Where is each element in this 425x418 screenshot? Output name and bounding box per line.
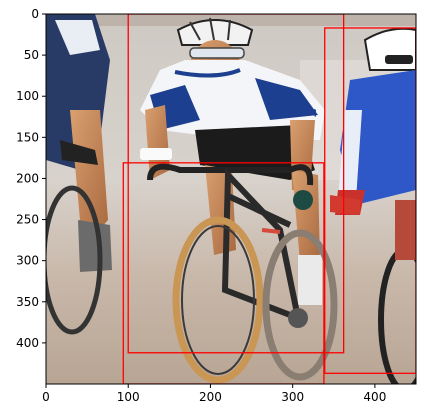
x-tick-label: 200 bbox=[199, 390, 222, 404]
bicycle-bounding-box bbox=[122, 162, 325, 384]
y-tick-label: 0 bbox=[31, 7, 39, 21]
y-tick-label: 400 bbox=[16, 336, 39, 350]
y-tick-label: 300 bbox=[16, 254, 39, 268]
y-tick-label: 250 bbox=[16, 213, 39, 227]
x-axis-ticks: 0 100 200 300 400 bbox=[42, 384, 386, 404]
x-tick-label: 400 bbox=[363, 390, 386, 404]
y-tick-label: 150 bbox=[16, 130, 39, 144]
y-axis-ticks: 0 50 100 150 200 250 300 350 400 bbox=[16, 7, 46, 350]
x-tick-label: 100 bbox=[117, 390, 140, 404]
bounding-boxes-layer bbox=[122, 14, 416, 384]
photo-image: COLAVITA bbox=[46, 14, 416, 384]
person-bounding-box bbox=[324, 27, 416, 374]
y-tick-label: 200 bbox=[16, 171, 39, 185]
x-tick-label: 0 bbox=[42, 390, 50, 404]
y-tick-label: 100 bbox=[16, 89, 39, 103]
y-tick-label: 350 bbox=[16, 295, 39, 309]
y-tick-label: 50 bbox=[24, 48, 39, 62]
x-tick-label: 300 bbox=[281, 390, 304, 404]
axes-frame bbox=[45, 13, 417, 385]
person-bounding-box bbox=[127, 14, 345, 354]
